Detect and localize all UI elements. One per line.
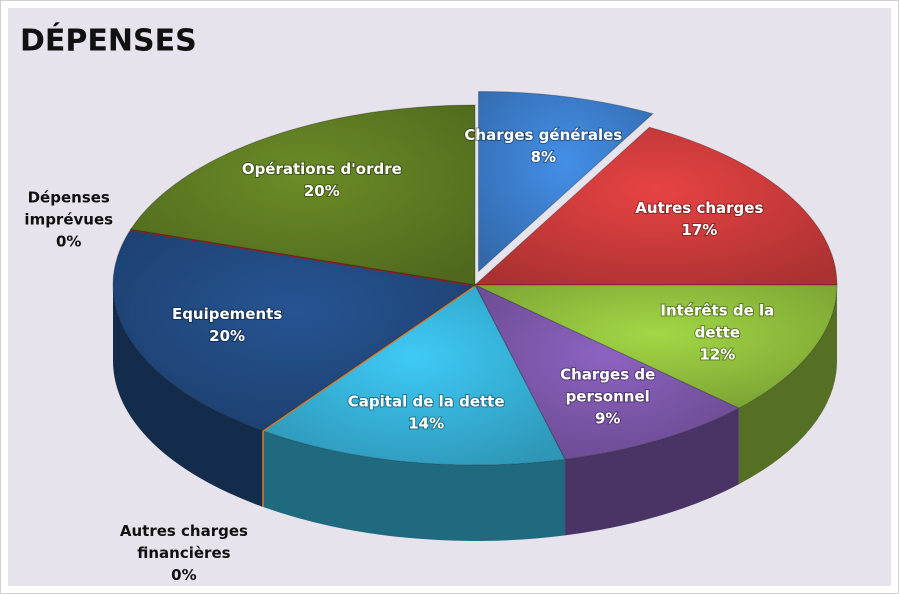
value-label: 9% [595,409,620,427]
slice [473,283,741,460]
category-line: imprévues [24,210,113,228]
value-label: 20% [209,327,245,345]
category-line: Charges générales [464,125,622,143]
category-line: personnel [566,387,650,405]
category-label: Dépenses imprévues [24,188,113,228]
category-label: Autres charges financières [120,521,248,561]
slice-side [113,285,263,507]
slice [474,284,838,409]
data-label: Autres charges financières 0% [120,521,248,583]
category-line: Intérêts de la [660,301,774,319]
category-line: financières [137,543,230,561]
category-label: Capital de la dette [348,392,505,410]
slice [477,90,654,273]
category-label: Opérations d'ordre [242,160,402,178]
value-label: 20% [304,182,340,200]
data-label: Dépenses imprévues 0% [24,188,113,250]
category-line: Capital de la dette [348,392,505,410]
value-label: 8% [531,147,556,165]
category-label: Autres charges [635,199,763,217]
value-label: 12% [699,345,735,363]
slice [112,228,477,432]
data-label: Intérêts de la dette 12% [660,301,774,363]
slice [473,126,838,286]
value-label: 17% [681,221,717,239]
category-label: Intérêts de la dette [660,301,774,341]
category-line: dette [695,323,740,341]
slice-side [565,408,739,536]
category-label: Charges générales [464,125,622,143]
value-label: 0% [56,232,81,250]
slice [261,284,566,466]
category-line: Opérations d'ordre [242,160,402,178]
value-label: 0% [171,565,196,583]
slice-side [262,430,566,542]
value-label: 14% [408,414,444,432]
category-label: Equipements [172,305,282,323]
slice [129,104,476,286]
category-line: Autres charges [635,199,763,217]
category-line: Autres charges [120,521,248,539]
category-label: Charges de personnel [560,365,655,405]
category-line: Equipements [172,305,282,323]
slice-side [738,285,837,485]
category-line: Dépenses [28,188,110,206]
chart-title: DÉPENSES [20,23,197,59]
data-label: Capital de la dette 14% [348,392,505,432]
data-label: Equipements 20% [172,305,282,345]
category-line: Charges de [560,365,655,383]
data-label: Charges de personnel 9% [560,365,655,427]
data-label: Autres charges 17% [635,199,763,239]
data-label: Charges générales 8% [464,125,622,165]
data-label: Opérations d'ordre 20% [242,160,402,200]
